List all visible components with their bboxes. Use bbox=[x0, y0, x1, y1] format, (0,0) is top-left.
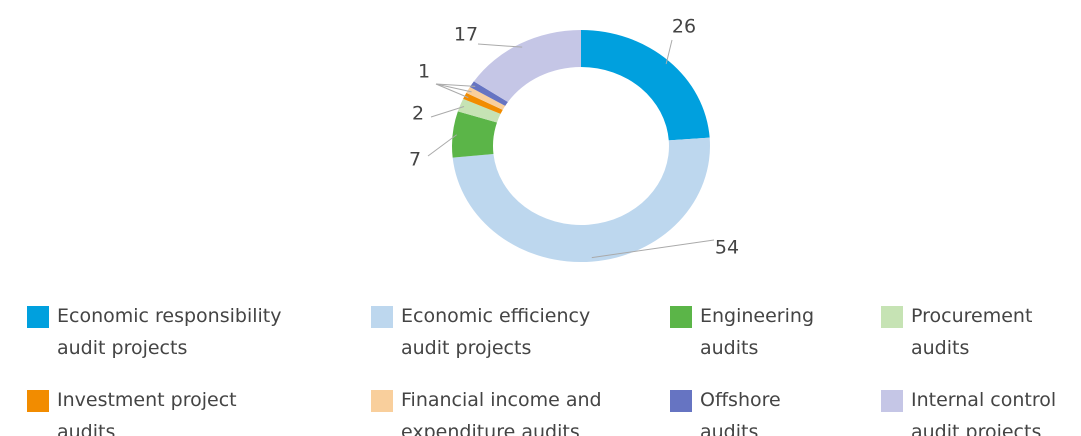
leader-line bbox=[430, 106, 465, 118]
donut-slice bbox=[452, 137, 711, 263]
legend-swatch bbox=[670, 306, 692, 328]
donut-slice bbox=[581, 30, 710, 141]
legend-swatch bbox=[27, 390, 49, 412]
donut-slice bbox=[466, 87, 506, 110]
leader-line bbox=[665, 39, 673, 65]
leader-line bbox=[435, 83, 469, 99]
data-label: 54 bbox=[715, 237, 739, 259]
legend-item: Engineering audits bbox=[670, 300, 860, 364]
data-label: 7 bbox=[409, 149, 421, 171]
data-label: 17 bbox=[454, 24, 478, 46]
legend-swatch bbox=[670, 390, 692, 412]
legend-swatch bbox=[881, 306, 903, 328]
donut-slice bbox=[457, 98, 501, 123]
data-label: 1 bbox=[418, 61, 430, 83]
leader-line bbox=[591, 239, 715, 259]
legend-label: Internal control audit projects bbox=[911, 389, 1057, 436]
legend-item: Investment project audits bbox=[27, 384, 267, 436]
data-label: 2 bbox=[412, 103, 424, 125]
leader-line bbox=[435, 83, 476, 87]
donut-slice bbox=[469, 81, 508, 106]
legend-swatch bbox=[371, 306, 393, 328]
legend-swatch bbox=[371, 390, 393, 412]
data-label: 26 bbox=[672, 16, 696, 38]
donut-slice bbox=[473, 30, 581, 102]
legend-item: Procurement audits bbox=[881, 300, 1071, 364]
legend-swatch bbox=[881, 390, 903, 412]
legend-item: Financial income and expenditure audits bbox=[371, 384, 651, 436]
legend-item: Economic responsibility audit projects bbox=[27, 300, 327, 364]
leader-line bbox=[477, 43, 523, 48]
legend-label: Economic responsibility audit projects bbox=[57, 305, 282, 359]
leader-line bbox=[435, 83, 472, 93]
legend-label: Financial income and expenditure audits bbox=[401, 389, 602, 436]
legend-swatch bbox=[27, 306, 49, 328]
legend-label: Procurement audits bbox=[911, 305, 1033, 359]
legend-item: Internal control audit projects bbox=[881, 384, 1081, 436]
leader-line bbox=[427, 134, 457, 157]
legend-item: Economic efficiency audit projects bbox=[371, 300, 626, 364]
legend-label: Engineering audits bbox=[700, 305, 814, 359]
donut-slice bbox=[452, 111, 497, 158]
legend-label: Economic efficiency audit projects bbox=[401, 305, 591, 359]
legend-label: Investment project audits bbox=[57, 389, 237, 436]
donut-slice bbox=[463, 92, 503, 114]
legend-label: Offshore audits bbox=[700, 389, 781, 436]
legend-item: Offshore audits bbox=[670, 384, 830, 436]
